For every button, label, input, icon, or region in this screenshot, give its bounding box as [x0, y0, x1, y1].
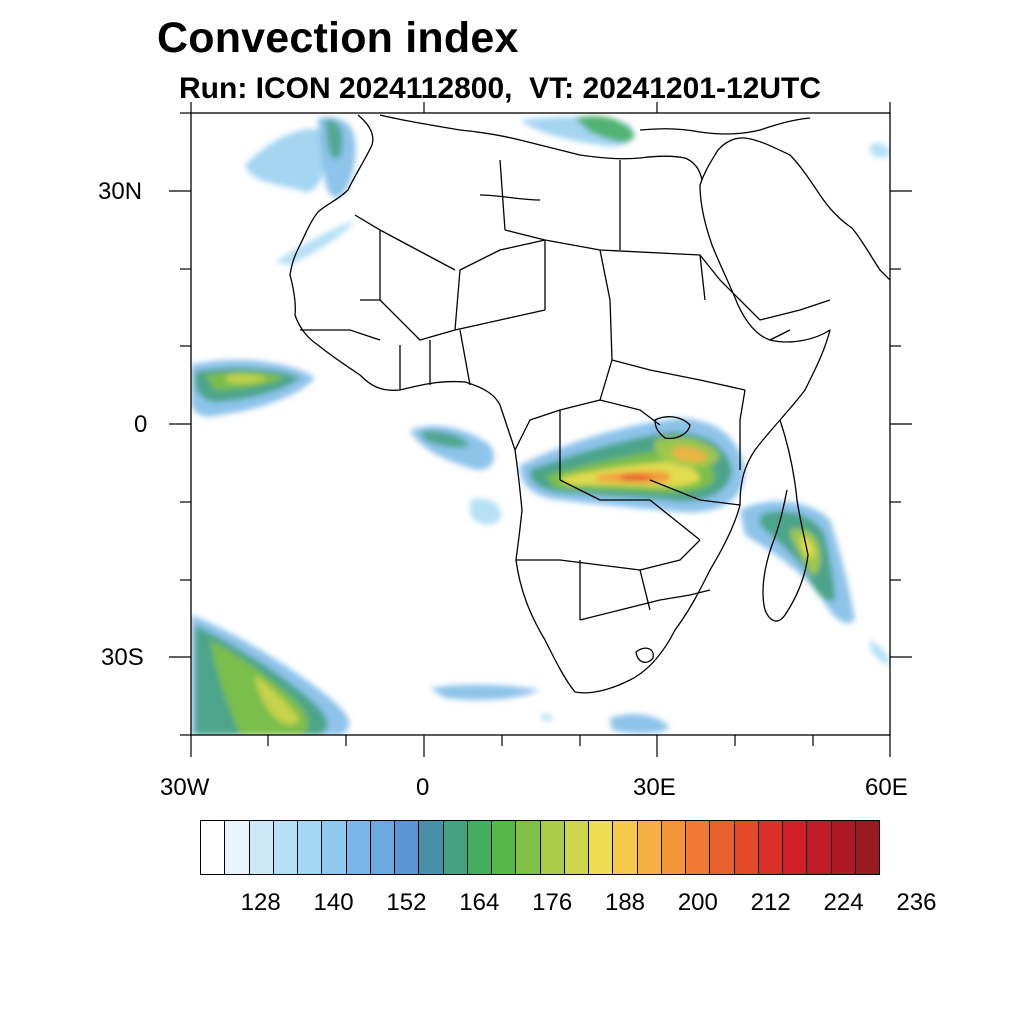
map-subtitle: Run: ICON 2024112800, VT: 20241201-12UTC: [179, 72, 821, 105]
colorbar-tick-label: 224: [823, 889, 864, 916]
colorbar-swatch: [346, 821, 371, 874]
lon-label-30w: 30W: [160, 774, 210, 801]
colorbar-tick-label: 188: [604, 889, 646, 916]
colorbar-swatch: [419, 821, 444, 874]
lon-label-0: 0: [416, 774, 430, 801]
colorbar-swatch: [710, 821, 735, 874]
axis-ticks: [169, 102, 912, 757]
colorbar-tick-label: 152: [386, 889, 427, 916]
colorbar-swatch: [637, 821, 662, 874]
colorbar-swatch: [807, 821, 832, 874]
colorbar-tick-label: 128: [240, 889, 281, 916]
colorbar-swatch: [395, 821, 420, 874]
lat-label-30s: 30S: [101, 644, 144, 671]
coastlines-and-borders: [289, 114, 890, 694]
colorbar-swatch: [370, 821, 395, 874]
colorbar-swatch: [734, 821, 759, 874]
map-frame: [190, 112, 891, 736]
colorbar-tick-label: 200: [677, 889, 718, 916]
colorbar-swatch: [758, 821, 783, 874]
colorbar-tick-label: 176: [532, 889, 573, 916]
colorbar-swatch: [831, 821, 856, 874]
colorbar-swatch: [467, 821, 492, 874]
colorbar-swatch: [661, 821, 686, 874]
convection-field: [191, 115, 890, 735]
map-title: Convection index: [157, 14, 519, 62]
colorbar-swatch: [589, 821, 614, 874]
lat-label-30n: 30N: [98, 178, 143, 205]
colorbar-swatch: [443, 821, 468, 874]
lat-label-0: 0: [134, 411, 148, 438]
colorbar-swatch: [855, 821, 879, 874]
colorbar-swatch: [298, 821, 323, 874]
colorbar: [200, 820, 880, 875]
colorbar-swatch: [564, 821, 589, 874]
colorbar-tick-label: 236: [896, 889, 937, 916]
colorbar-swatch: [613, 821, 638, 874]
colorbar-swatch: [249, 821, 274, 874]
lon-label-60e: 60E: [865, 774, 908, 801]
colorbar-swatch: [492, 821, 517, 874]
colorbar-tick-label: 164: [459, 889, 500, 916]
colorbar-swatch: [322, 821, 347, 874]
colorbar-swatch: [540, 821, 565, 874]
colorbar-tick-label: 212: [750, 889, 791, 916]
colorbar-swatch: [783, 821, 808, 874]
lon-label-30e: 30E: [633, 774, 676, 801]
colorbar-swatch: [686, 821, 711, 874]
colorbar-swatch: [516, 821, 541, 874]
colorbar-tick-label: 140: [313, 889, 354, 916]
colorbar-swatch: [273, 821, 298, 874]
colorbar-swatch: [201, 821, 226, 874]
colorbar-swatch: [225, 821, 250, 874]
